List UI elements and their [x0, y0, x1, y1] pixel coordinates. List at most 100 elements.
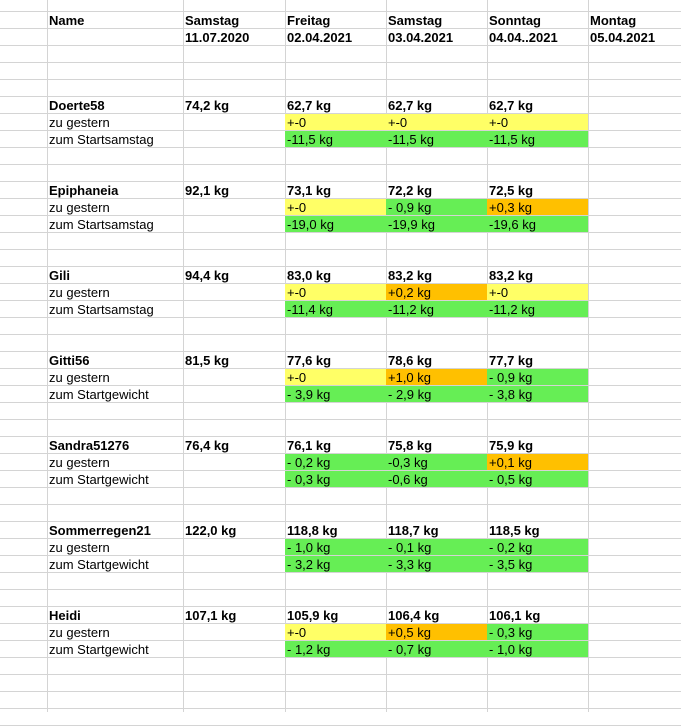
- header-weekday[interactable]: Freitag: [287, 13, 331, 28]
- row-label-total[interactable]: zum Startgewicht: [49, 387, 149, 402]
- daily-weight[interactable]: 62,7 kg: [287, 98, 332, 113]
- header-date[interactable]: 05.04.2021: [590, 30, 656, 45]
- daily-weight[interactable]: 118,8 kg: [287, 523, 338, 538]
- total-value[interactable]: - 3,5 kg: [487, 556, 588, 572]
- diff-value[interactable]: +-0: [285, 369, 386, 385]
- start-weight[interactable]: 94,4 kg: [185, 268, 230, 283]
- person-name[interactable]: Heidi: [49, 608, 81, 623]
- diff-value[interactable]: -0,3 kg: [386, 454, 487, 470]
- start-weight[interactable]: 122,0 kg: [185, 523, 237, 538]
- start-weight[interactable]: 74,2 kg: [185, 98, 230, 113]
- header-weekday[interactable]: Samstag: [388, 13, 443, 28]
- diff-value[interactable]: - 0,9 kg: [487, 369, 588, 385]
- total-value[interactable]: - 1,0 kg: [487, 641, 588, 657]
- daily-weight[interactable]: 72,5 kg: [489, 183, 534, 198]
- total-value[interactable]: - 0,7 kg: [386, 641, 487, 657]
- person-name[interactable]: Sandra51276: [49, 438, 130, 453]
- total-value[interactable]: -11,2 kg: [386, 301, 487, 317]
- daily-weight[interactable]: 62,7 kg: [489, 98, 534, 113]
- total-value[interactable]: -19,0 kg: [285, 216, 386, 232]
- daily-weight[interactable]: 83,2 kg: [388, 268, 433, 283]
- diff-value[interactable]: +-0: [285, 114, 386, 130]
- diff-value[interactable]: +-0: [285, 624, 386, 640]
- daily-weight[interactable]: 77,7 kg: [489, 353, 534, 368]
- diff-value[interactable]: +1,0 kg: [386, 369, 487, 385]
- row-label-diff[interactable]: zu gestern: [49, 455, 110, 470]
- daily-weight[interactable]: 62,7 kg: [388, 98, 433, 113]
- daily-weight[interactable]: 75,9 kg: [489, 438, 534, 453]
- row-label-total[interactable]: zum Startsamstag: [49, 217, 154, 232]
- row-label-diff[interactable]: zu gestern: [49, 625, 110, 640]
- person-name[interactable]: Gitti56: [49, 353, 90, 368]
- total-value[interactable]: -0,6 kg: [386, 471, 487, 487]
- header-date[interactable]: 04.04..2021: [489, 30, 558, 45]
- row-label-total[interactable]: zum Startgewicht: [49, 642, 149, 657]
- row-label-diff[interactable]: zu gestern: [49, 540, 110, 555]
- start-weight[interactable]: 107,1 kg: [185, 608, 237, 623]
- row-label-diff[interactable]: zu gestern: [49, 200, 110, 215]
- diff-value[interactable]: +-0: [285, 199, 386, 215]
- row-label-total[interactable]: zum Startsamstag: [49, 302, 154, 317]
- daily-weight[interactable]: 72,2 kg: [388, 183, 433, 198]
- total-value[interactable]: -11,5 kg: [285, 131, 386, 147]
- diff-value[interactable]: +-0: [285, 284, 386, 300]
- daily-weight[interactable]: 118,7 kg: [388, 523, 439, 538]
- diff-value[interactable]: +0,2 kg: [386, 284, 487, 300]
- total-value[interactable]: -19,9 kg: [386, 216, 487, 232]
- daily-weight[interactable]: 105,9 kg: [287, 608, 339, 623]
- start-weight[interactable]: 81,5 kg: [185, 353, 230, 368]
- person-name[interactable]: Sommerregen21: [49, 523, 151, 538]
- header-name[interactable]: Name: [49, 13, 85, 28]
- daily-weight[interactable]: 83,2 kg: [489, 268, 534, 283]
- total-value[interactable]: - 3,9 kg: [285, 386, 386, 402]
- daily-weight[interactable]: 106,4 kg: [388, 608, 440, 623]
- diff-value[interactable]: +0,1 kg: [487, 454, 588, 470]
- diff-value[interactable]: - 0,2 kg: [487, 539, 588, 555]
- row-label-total[interactable]: zum Startgewicht: [49, 472, 149, 487]
- diff-value[interactable]: - 0,1 kg: [386, 539, 487, 555]
- diff-value[interactable]: - 1,0 kg: [285, 539, 386, 555]
- total-value[interactable]: -19,6 kg: [487, 216, 588, 232]
- total-value[interactable]: -11,5 kg: [487, 131, 588, 147]
- person-name[interactable]: Gili: [49, 268, 70, 283]
- header-date[interactable]: 02.04.2021: [287, 30, 353, 45]
- daily-weight[interactable]: 83,0 kg: [287, 268, 332, 283]
- diff-value[interactable]: - 0,2 kg: [285, 454, 386, 470]
- person-name[interactable]: Epiphaneia: [49, 183, 119, 198]
- daily-weight[interactable]: 73,1 kg: [287, 183, 332, 198]
- start-weight[interactable]: 76,4 kg: [185, 438, 230, 453]
- total-value[interactable]: - 0,3 kg: [285, 471, 386, 487]
- diff-value[interactable]: +0,5 kg: [386, 624, 487, 640]
- diff-value[interactable]: +-0: [386, 114, 487, 130]
- total-value[interactable]: - 0,5 kg: [487, 471, 588, 487]
- diff-value[interactable]: +-0: [487, 114, 588, 130]
- row-label-total[interactable]: zum Startsamstag: [49, 132, 154, 147]
- daily-weight[interactable]: 118,5 kg: [489, 523, 540, 538]
- daily-weight[interactable]: 77,6 kg: [287, 353, 332, 368]
- diff-value[interactable]: +-0: [487, 284, 588, 300]
- diff-value[interactable]: - 0,9 kg: [386, 199, 487, 215]
- total-value[interactable]: - 3,3 kg: [386, 556, 487, 572]
- row-label-diff[interactable]: zu gestern: [49, 285, 110, 300]
- total-value[interactable]: - 3,2 kg: [285, 556, 386, 572]
- total-value[interactable]: -11,4 kg: [285, 301, 386, 317]
- header-weekday[interactable]: Montag: [590, 13, 637, 28]
- total-value[interactable]: - 3,8 kg: [487, 386, 588, 402]
- daily-weight[interactable]: 75,8 kg: [388, 438, 433, 453]
- diff-value[interactable]: - 0,3 kg: [487, 624, 588, 640]
- row-label-total[interactable]: zum Startgewicht: [49, 557, 149, 572]
- start-weight[interactable]: 92,1 kg: [185, 183, 230, 198]
- total-value[interactable]: - 1,2 kg: [285, 641, 386, 657]
- total-value[interactable]: - 2,9 kg: [386, 386, 487, 402]
- total-value[interactable]: -11,5 kg: [386, 131, 487, 147]
- diff-value[interactable]: +0,3 kg: [487, 199, 588, 215]
- daily-weight[interactable]: 76,1 kg: [287, 438, 332, 453]
- header-weekday[interactable]: Samstag: [185, 13, 240, 28]
- daily-weight[interactable]: 78,6 kg: [388, 353, 433, 368]
- daily-weight[interactable]: 106,1 kg: [489, 608, 541, 623]
- total-value[interactable]: -11,2 kg: [487, 301, 588, 317]
- header-date[interactable]: 03.04.2021: [388, 30, 454, 45]
- row-label-diff[interactable]: zu gestern: [49, 115, 110, 130]
- header-weekday[interactable]: Sonntag: [489, 13, 541, 28]
- header-date[interactable]: 11.07.2020: [185, 30, 250, 45]
